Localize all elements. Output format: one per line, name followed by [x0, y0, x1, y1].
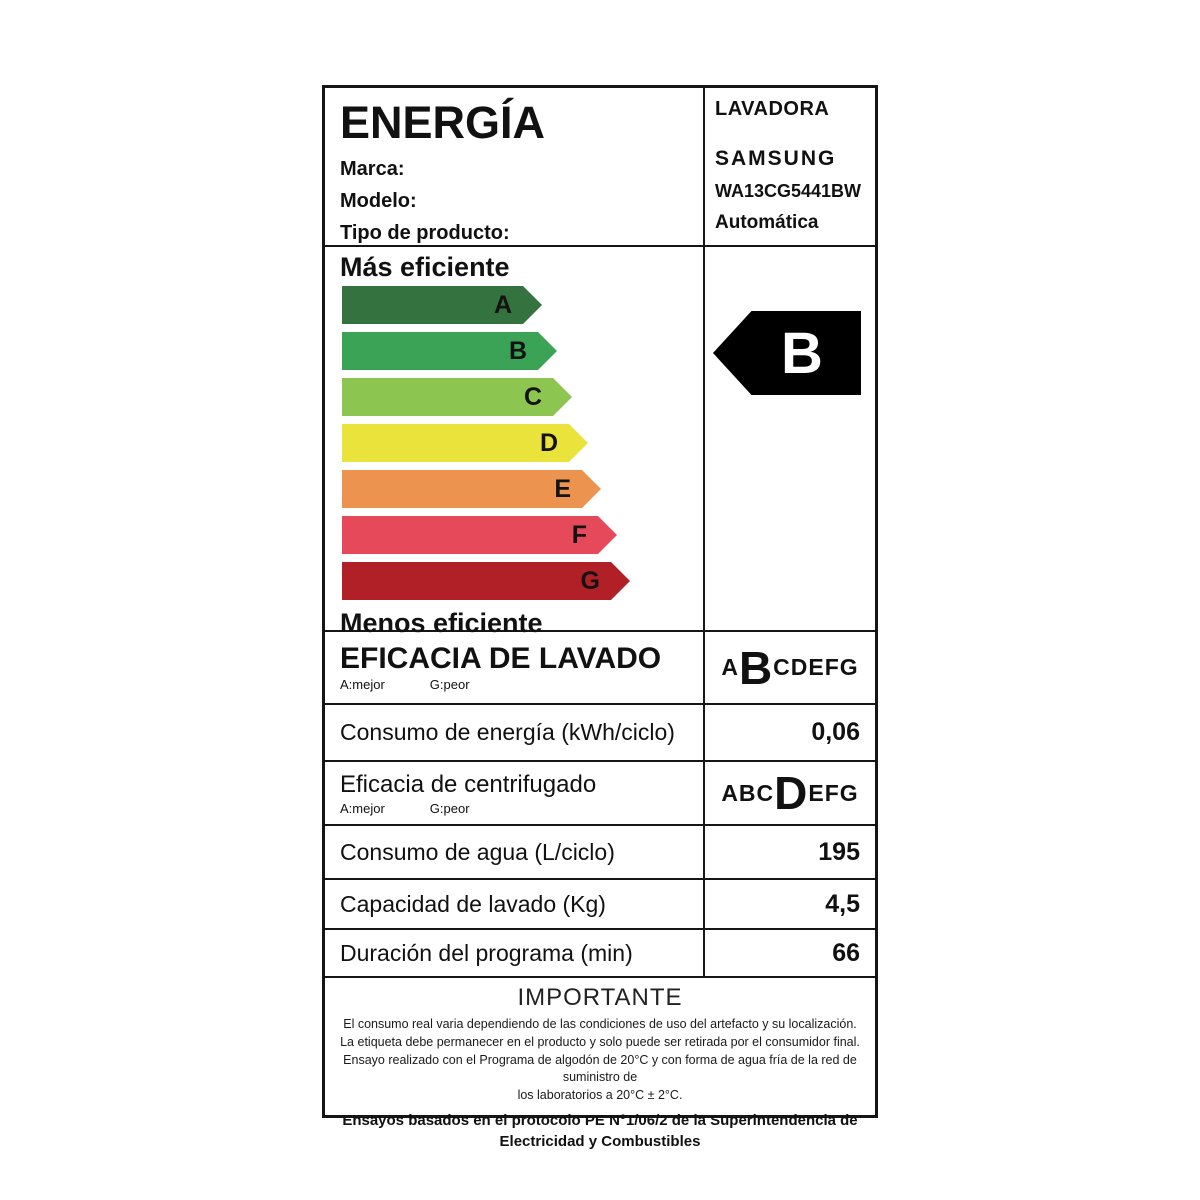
spin-grade-after: EFG	[808, 779, 859, 806]
best-legend: A:mejor	[340, 677, 385, 692]
footer-row: IMPORTANTE El consumo real varia dependi…	[325, 978, 875, 1152]
wash-efficiency-legend: A:mejor G:peor	[340, 677, 703, 692]
energy-rating-letter: B	[781, 320, 823, 386]
footer-line: El consumo real varia dependiendo de las…	[343, 1017, 857, 1031]
product-type-value: Automática	[715, 212, 819, 233]
brand-value: SAMSUNG	[715, 147, 837, 170]
scale-right-cell: B	[703, 247, 875, 630]
more-efficient-label: Más eficiente	[340, 252, 510, 282]
efficiency-arrow-f: F	[342, 516, 617, 554]
wash-capacity-label: Capacidad de lavado (Kg)	[340, 890, 606, 917]
footer-line: los laboratorios a 20°C ± 2°C.	[517, 1088, 683, 1102]
wash-efficiency-label-cell: EFICACIA DE LAVADO A:mejor G:peor	[325, 632, 703, 703]
header-left-cell: ENERGÍA Marca: Modelo: Tipo de producto:	[325, 88, 703, 245]
footer-line: La etiqueta debe permanecer en el produc…	[340, 1034, 860, 1049]
footer-line: Ensayo realizado con el Programa de algo…	[343, 1052, 857, 1085]
efficiency-arrow-letter: D	[539, 428, 558, 457]
product-category: LAVADORA	[715, 98, 830, 120]
efficiency-arrow-b: B	[342, 332, 557, 370]
efficiency-arrow-c: C	[342, 378, 572, 416]
efficiency-arrow-letter: B	[508, 336, 527, 365]
efficiency-arrow-letter: E	[554, 474, 571, 503]
efficiency-arrow-letter: C	[523, 382, 542, 411]
wash-efficiency-title: EFICACIA DE LAVADO	[340, 642, 662, 675]
less-efficient-label: Menos eficiente	[340, 608, 543, 638]
header-right-cell: LAVADORA SAMSUNG WA13CG5441BW Automática	[703, 88, 875, 245]
wash-capacity-row: Capacidad de lavado (Kg) 4,5	[325, 880, 875, 930]
water-consumption-value: 195	[703, 826, 875, 878]
spin-efficiency-title: Eficacia de centrifugado	[340, 770, 597, 798]
energy-consumption-label: Consumo de energía (kWh/ciclo)	[340, 719, 675, 745]
wash-grade-before: A	[721, 654, 739, 680]
spin-efficiency-label-cell: Eficacia de centrifugado A:mejor G:peor	[325, 762, 703, 824]
worst-legend: G:peor	[429, 800, 470, 816]
model-label: Modelo:	[340, 190, 417, 212]
label-title: ENERGÍA	[340, 97, 546, 148]
header-row: ENERGÍA Marca: Modelo: Tipo de producto:…	[325, 88, 875, 247]
footer-title: IMPORTANTE	[517, 984, 683, 1011]
water-consumption-label: Consumo de agua (L/ciclo)	[340, 838, 615, 865]
footer-protocol-line: Ensayos basados en el protocolo PE N°1/0…	[342, 1111, 858, 1129]
efficiency-arrow-g: G	[342, 562, 630, 600]
program-duration-value: 66	[703, 930, 875, 976]
footer-content: IMPORTANTE El consumo real varia dependi…	[325, 978, 875, 1152]
efficiency-arrow-a: A	[342, 286, 542, 324]
spin-grade-before: ABC	[721, 779, 775, 806]
footer-protocol-line: Electricidad y Combustibles	[499, 1132, 701, 1150]
wash-grade-rating: B	[738, 641, 774, 694]
brand-label: Marca:	[340, 158, 405, 180]
model-value: WA13CG5441BW	[715, 181, 862, 201]
worst-legend: G:peor	[429, 677, 470, 692]
efficiency-arrow-letter: F	[571, 520, 587, 549]
efficiency-arrow-letter: A	[493, 290, 512, 319]
spin-efficiency-row: Eficacia de centrifugado A:mejor G:peor A…	[325, 762, 875, 826]
efficiency-arrow-d: D	[342, 424, 588, 462]
program-duration-row: Duración del programa (min) 66	[325, 930, 875, 978]
spin-efficiency-grade-cell: ABC D EFG	[703, 762, 875, 824]
product-type-label: Tipo de producto:	[340, 222, 510, 244]
efficiency-arrow-e: E	[342, 470, 601, 508]
wash-efficiency-grade-cell: A B CDEFG	[703, 632, 875, 703]
wash-efficiency-row: EFICACIA DE LAVADO A:mejor G:peor A B CDEFG	[325, 632, 875, 705]
wash-capacity-value: 4,5	[703, 880, 875, 928]
program-duration-label: Duración del programa (min)	[340, 939, 633, 966]
energy-label: ENERGÍA Marca: Modelo: Tipo de producto:…	[322, 85, 878, 1150]
water-consumption-row: Consumo de agua (L/ciclo) 195	[325, 826, 875, 880]
spin-efficiency-legend: A:mejor G:peor	[340, 801, 703, 816]
spin-grade-rating: D	[774, 767, 809, 819]
wash-grade-after: CDEFG	[773, 654, 859, 680]
energy-consumption-value: 0,06	[703, 705, 875, 760]
energy-rating-arrow: B	[713, 311, 861, 395]
energy-consumption-row: Consumo de energía (kWh/ciclo) 0,06	[325, 705, 875, 762]
best-legend: A:mejor	[340, 800, 385, 816]
efficiency-arrow-letter: G	[580, 566, 600, 595]
